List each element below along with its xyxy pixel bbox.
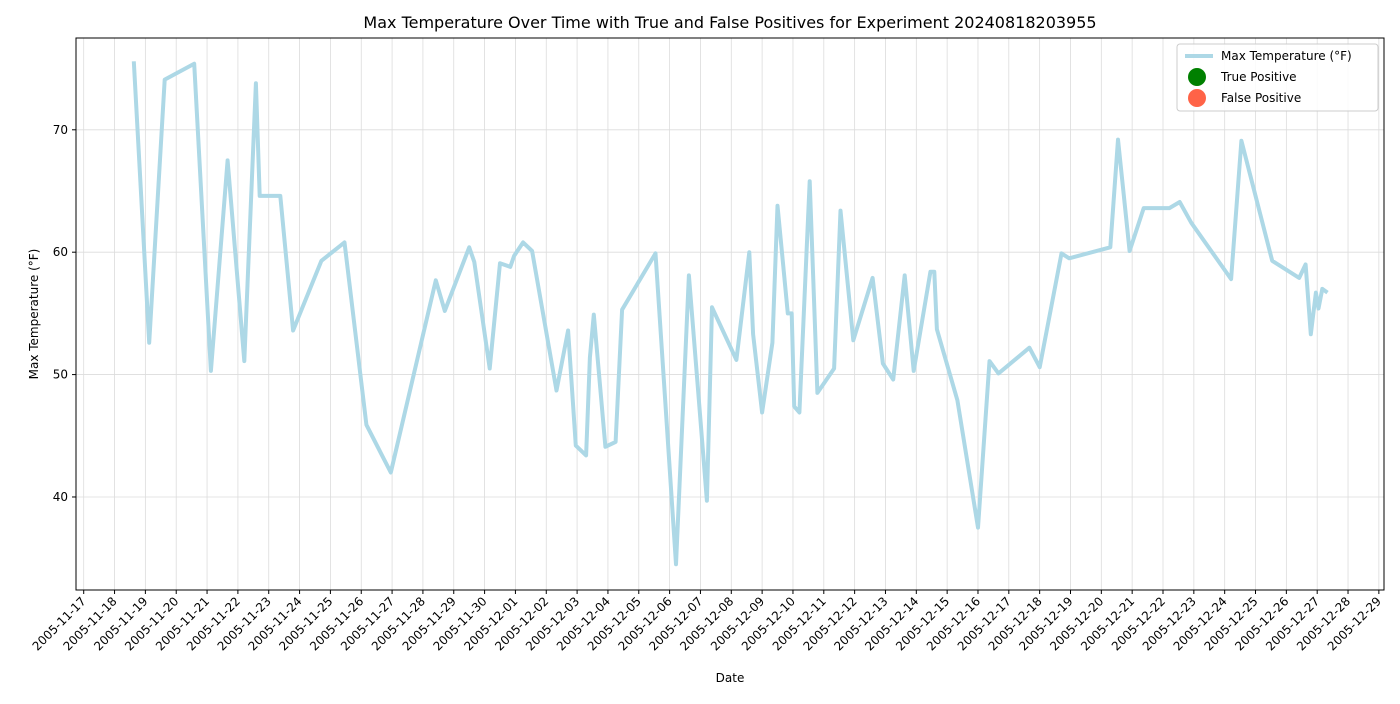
y-tick-label: 60 [53,245,68,259]
legend-box [1176,43,1379,112]
legend-marker [1188,89,1206,107]
y-axis-label: Max Temperature (°F) [27,249,41,380]
line-series [131,61,1329,567]
chart-title: Max Temperature Over Time with True and … [363,13,1096,32]
x-axis-label: Date [716,671,745,685]
plot-frame [75,37,1385,591]
legend-label: True Positive [1220,70,1297,84]
y-tick-label: 50 [53,368,68,382]
legend-marker [1188,68,1206,86]
legend-label: Max Temperature (°F) [1221,49,1352,63]
y-tick-label: 40 [53,490,68,504]
legend-label: False Positive [1221,91,1301,105]
y-tick-label: 70 [53,123,68,137]
